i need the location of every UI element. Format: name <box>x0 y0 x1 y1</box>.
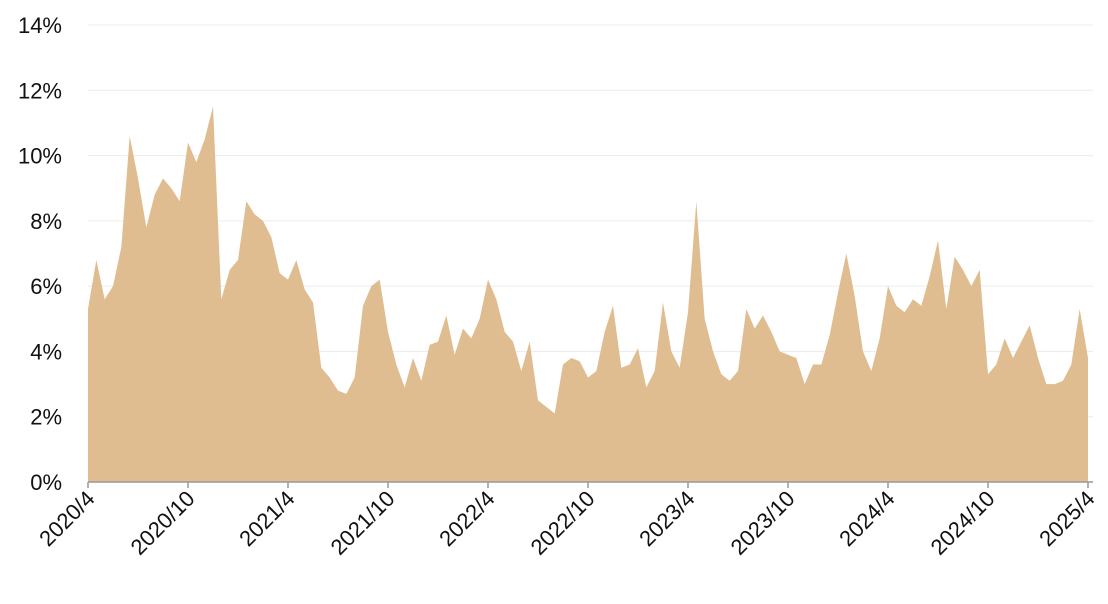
x-tick-label: 2025/4 <box>1034 486 1099 551</box>
x-tick-label: 2023/10 <box>726 486 800 560</box>
x-tick-label: 2020/10 <box>126 486 200 560</box>
x-tick-label: 2021/10 <box>326 486 400 560</box>
x-tick-label: 2022/10 <box>526 486 600 560</box>
y-tick-label: 8% <box>30 209 62 234</box>
area <box>88 106 1088 483</box>
x-tick-label: 2020/4 <box>34 486 99 551</box>
y-tick-label: 10% <box>18 144 62 169</box>
y-tick-label: 12% <box>18 78 62 103</box>
x-tick-label: 2023/4 <box>634 486 699 551</box>
y-tick-label: 0% <box>30 470 62 495</box>
y-tick-label: 6% <box>30 274 62 299</box>
x-tick-label: 2024/10 <box>926 486 1000 560</box>
x-tick-label: 2021/4 <box>234 486 299 551</box>
x-tick-label: 2024/4 <box>834 486 899 551</box>
y-tick-label: 2% <box>30 405 62 430</box>
y-tick-label: 14% <box>18 13 62 38</box>
y-tick-label: 4% <box>30 339 62 364</box>
x-tick-label: 2022/4 <box>434 486 499 551</box>
